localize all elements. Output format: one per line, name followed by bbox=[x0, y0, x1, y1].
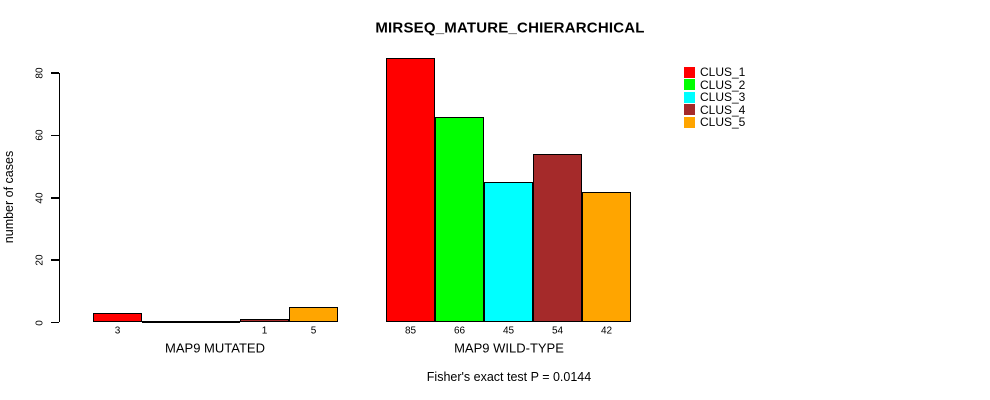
bar-value-label: 66 bbox=[453, 325, 466, 336]
bar-clus-1-map9-wild-type bbox=[386, 57, 435, 323]
bar-clus-4-map9-wild-type bbox=[533, 154, 582, 323]
y-tick-label: 40 bbox=[34, 192, 46, 204]
y-tick-label: 20 bbox=[34, 254, 46, 266]
bar-clus-3-map9-wild-type bbox=[484, 182, 533, 323]
bar-clus-2-map9-wild-type bbox=[435, 116, 484, 323]
y-axis-tick bbox=[50, 72, 59, 74]
legend-label: CLUS_2 bbox=[700, 77, 746, 92]
y-tick-label: 60 bbox=[34, 129, 46, 141]
y-axis-tick bbox=[50, 197, 59, 199]
chart-title: MIRSEQ_MATURE_CHIERARCHICAL bbox=[375, 19, 645, 37]
y-axis-tick bbox=[50, 321, 59, 324]
bar-clus-5-map9-mutated bbox=[289, 306, 338, 323]
y-axis-line bbox=[58, 73, 60, 323]
bar-value-label: 3 bbox=[114, 325, 121, 336]
bar-clus-5-map9-wild-type bbox=[582, 191, 631, 323]
legend-swatch-clus-4 bbox=[684, 104, 695, 116]
bar-clus-4-map9-mutated bbox=[240, 319, 289, 323]
bar-value-label: 42 bbox=[600, 325, 613, 336]
bar-value-label: 5 bbox=[310, 325, 317, 336]
legend-label: CLUS_4 bbox=[700, 102, 746, 117]
legend-label: CLUS_5 bbox=[700, 115, 746, 130]
bar-value-label: 1 bbox=[261, 325, 268, 336]
y-axis-label: number of cases bbox=[2, 150, 16, 244]
legend-label: CLUS_1 bbox=[700, 65, 746, 80]
group-label-map9-wild-type: MAP9 WILD-TYPE bbox=[454, 340, 564, 356]
legend-swatch-clus-5 bbox=[684, 116, 695, 128]
bar-value-label: 45 bbox=[502, 325, 515, 336]
fisher-test-caption: Fisher's exact test P = 0.0144 bbox=[426, 370, 592, 384]
legend-swatch-clus-3 bbox=[684, 91, 695, 103]
legend-item: CLUS_3 bbox=[684, 91, 745, 104]
y-axis-tick bbox=[50, 134, 59, 137]
legend: CLUS_1 CLUS_2 CLUS_3 CLUS_4 CLUS_5 bbox=[684, 66, 745, 129]
group-label-map9-mutated: MAP9 MUTATED bbox=[165, 340, 265, 356]
bar-value-label: 54 bbox=[551, 325, 564, 336]
legend-swatch-clus-2 bbox=[684, 79, 695, 91]
y-tick-label: 80 bbox=[34, 67, 46, 79]
legend-item: CLUS_1 bbox=[684, 66, 745, 79]
bar-value-label: 85 bbox=[404, 325, 417, 336]
bar-clus-1-map9-mutated bbox=[93, 313, 142, 323]
legend-item: CLUS_4 bbox=[684, 104, 745, 117]
y-tick-label: 0 bbox=[34, 319, 46, 326]
bar-clus-2-map9-mutated-zero bbox=[142, 321, 191, 323]
y-axis-tick bbox=[50, 259, 59, 261]
legend-item: CLUS_2 bbox=[684, 79, 745, 92]
legend-label: CLUS_3 bbox=[700, 90, 746, 105]
legend-item: CLUS_5 bbox=[684, 116, 745, 129]
legend-swatch-clus-1 bbox=[684, 66, 695, 78]
bar-clus-3-map9-mutated-zero bbox=[191, 321, 240, 323]
